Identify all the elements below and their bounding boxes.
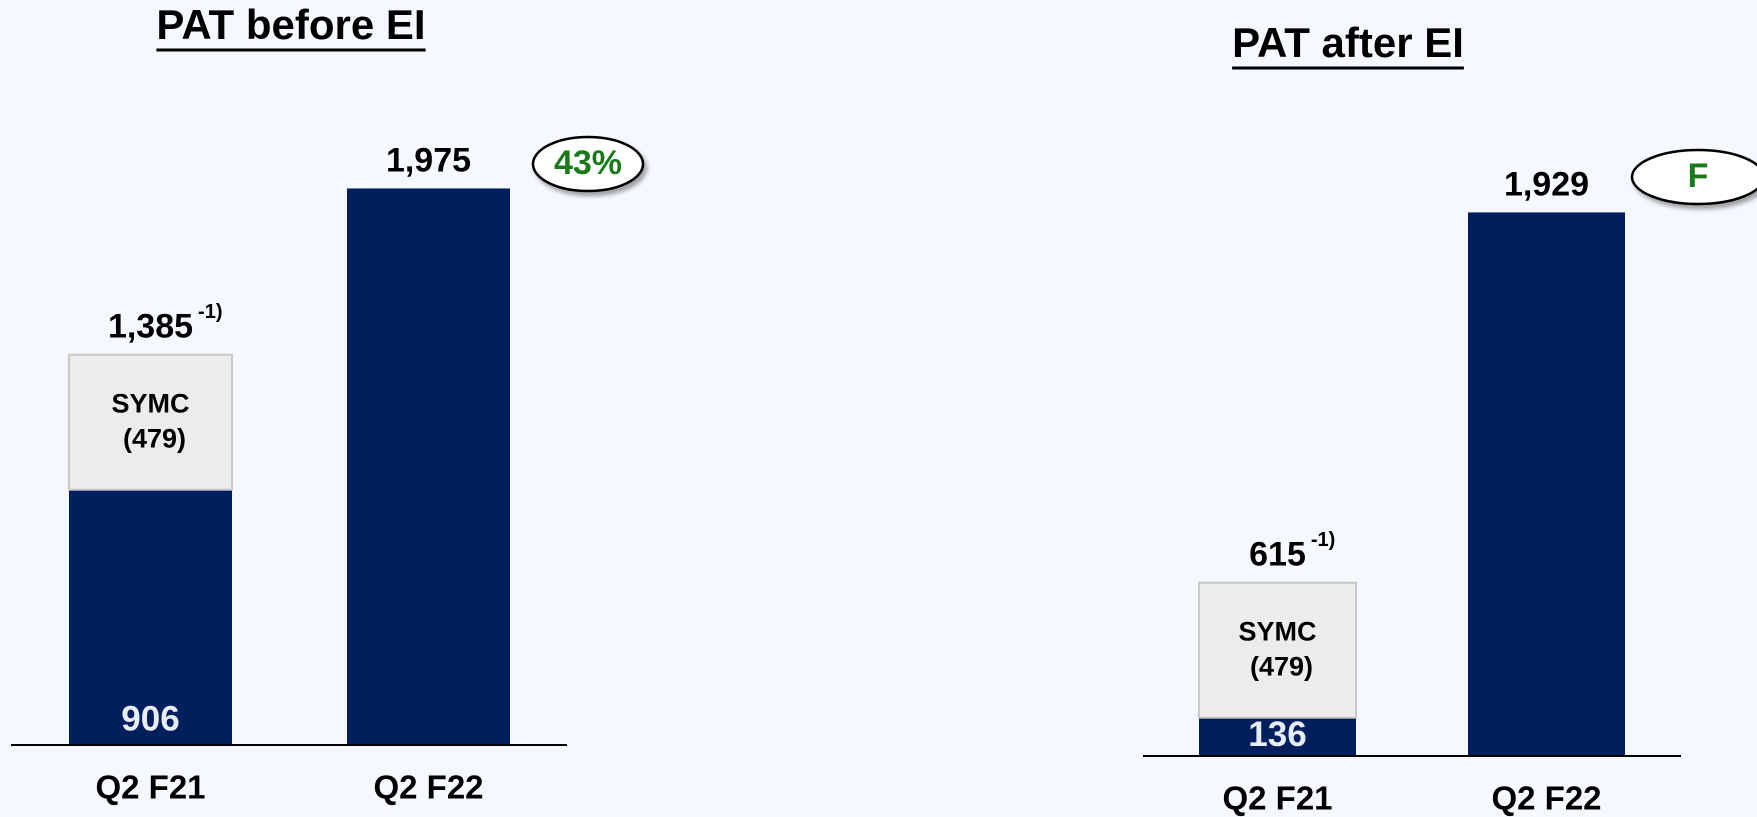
segment-label: (479) — [1250, 651, 1313, 681]
x-tick-label: Q2 F22 — [1491, 780, 1601, 817]
x-tick-label: Q2 F21 — [1222, 780, 1332, 817]
bar-segment — [69, 489, 232, 745]
x-tick-label: Q2 F22 — [373, 769, 483, 806]
segment-name: SYMC — [111, 388, 189, 418]
badge — [531, 135, 645, 193]
segment-label: 906 — [121, 699, 179, 738]
total-label: 1,929 — [1504, 165, 1589, 203]
chart-title: PAT before EI — [156, 1, 425, 48]
bar-segment — [1198, 581, 1357, 719]
bar-segment — [1468, 212, 1625, 756]
total-label: 1,385 — [108, 308, 193, 346]
segment-label: 136 — [1248, 715, 1306, 754]
bar-segment — [68, 353, 233, 491]
total-label: 1,975 — [386, 141, 471, 179]
badge-label: 43% — [554, 144, 622, 182]
footnote-mark: -1) — [198, 301, 222, 323]
total-label: 615 — [1249, 536, 1306, 574]
bar-segment — [347, 188, 510, 745]
badge-label: F — [1688, 157, 1709, 195]
segment-label: (479) — [123, 423, 186, 453]
footnote-mark: -1) — [1311, 529, 1335, 551]
badge — [1630, 148, 1757, 206]
x-tick-label: Q2 F21 — [95, 769, 205, 806]
bar-segment — [1199, 717, 1356, 756]
chart-title: PAT after EI — [1232, 19, 1464, 66]
segment-name: SYMC — [1238, 616, 1316, 646]
